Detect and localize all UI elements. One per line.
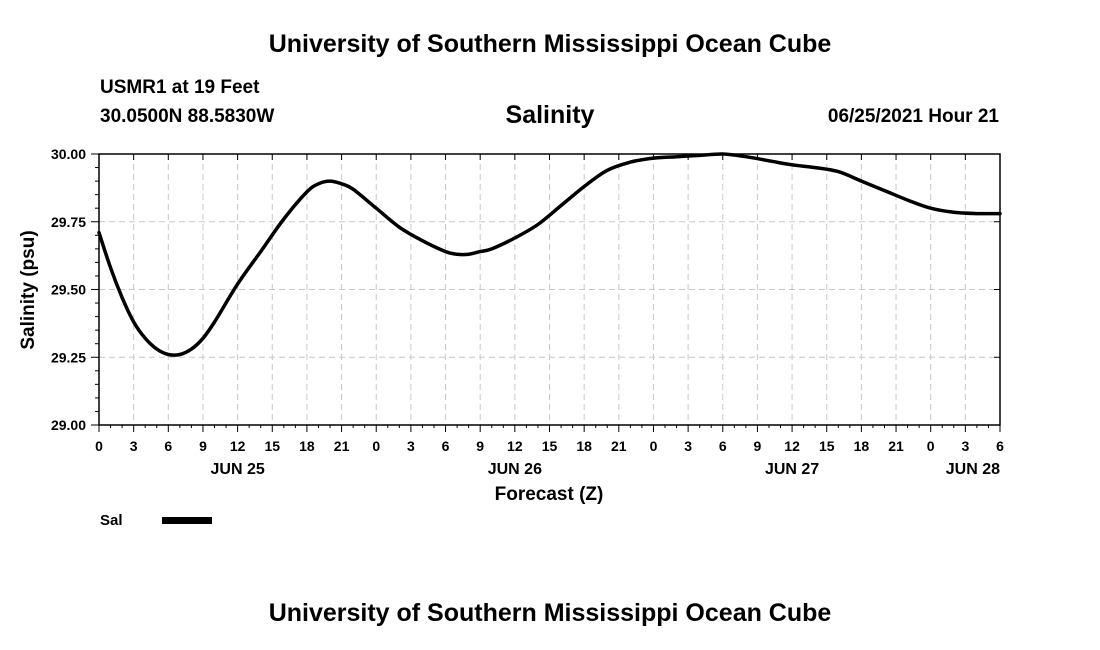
plot-frame [98,153,1001,426]
x-tick-label: 15 [819,438,835,454]
x-tick-label: 0 [372,438,380,454]
x-tick-label: 3 [130,438,138,454]
x-tick-label: 9 [476,438,484,454]
y-tick-labels: 29.00 29.25 29.50 29.75 30.00 [51,146,86,433]
x-tick-label: 9 [199,438,207,454]
legend-label: Sal [100,512,123,529]
legend: Sal [100,512,212,529]
y-tick-label: 29.25 [51,349,86,365]
x-tick-label: 0 [927,438,935,454]
y-tick-label: 29.75 [51,214,86,230]
x-tick-label: 18 [299,438,315,454]
date-label: JUN 26 [488,461,542,478]
x-tick-label: 9 [754,438,762,454]
x-tick-label: 15 [542,438,558,454]
y-tick-label: 29.00 [51,417,86,433]
chart-title-bottom: University of Southern Mississippi Ocean… [268,599,832,627]
x-tick-label: 3 [961,438,969,454]
x-tick-label: 6 [996,438,1004,454]
x-tick-label: 21 [334,438,350,454]
coordinates-label: 30.0500N 88.5830W [100,106,275,127]
x-tick-label: 12 [784,438,800,454]
y-axis-label: Salinity (psu) [18,230,39,349]
x-tick-label: 3 [407,438,415,454]
plot-border [98,153,1001,426]
x-tick-label: 18 [576,438,592,454]
x-tick-label: 0 [650,438,658,454]
date-labels: JUN 25 JUN 26 JUN 27 JUN 28 [210,461,1000,478]
x-axis-label: Forecast (Z) [495,484,604,505]
station-label: USMR1 at 19 Feet [100,77,260,98]
x-tick-label: 12 [230,438,246,454]
x-tick-label: 21 [611,438,627,454]
parameter-title: Salinity [505,101,595,129]
date-label: JUN 25 [210,461,264,478]
x-tick-label: 3 [684,438,692,454]
y-tick-label: 30.00 [51,146,86,162]
date-label: JUN 28 [946,461,1000,478]
axis-ticks [91,153,1001,432]
x-tick-label: 21 [888,438,904,454]
x-tick-label: 15 [264,438,280,454]
series-group [97,152,1002,357]
x-tick-label: 6 [442,438,450,454]
chart-title-top: University of Southern Mississippi Ocean… [268,30,832,58]
x-tick-label: 6 [164,438,172,454]
x-tick-label: 0 [95,438,103,454]
grid-lines [99,154,1000,425]
x-tick-labels: 0 3 6 9 12 15 18 21 0 3 6 9 12 15 18 21 0 3 6 9 12 15 18 21 0 3 6 [95,438,1004,454]
y-tick-label: 29.50 [51,282,86,298]
x-tick-label: 12 [507,438,523,454]
date-label: JUN 27 [765,461,819,478]
series-line-sal [97,152,1002,357]
legend-swatch [162,517,212,524]
datetime-label: 06/25/2021 Hour 21 [827,106,999,127]
x-tick-label: 6 [719,438,727,454]
x-tick-label: 18 [854,438,870,454]
